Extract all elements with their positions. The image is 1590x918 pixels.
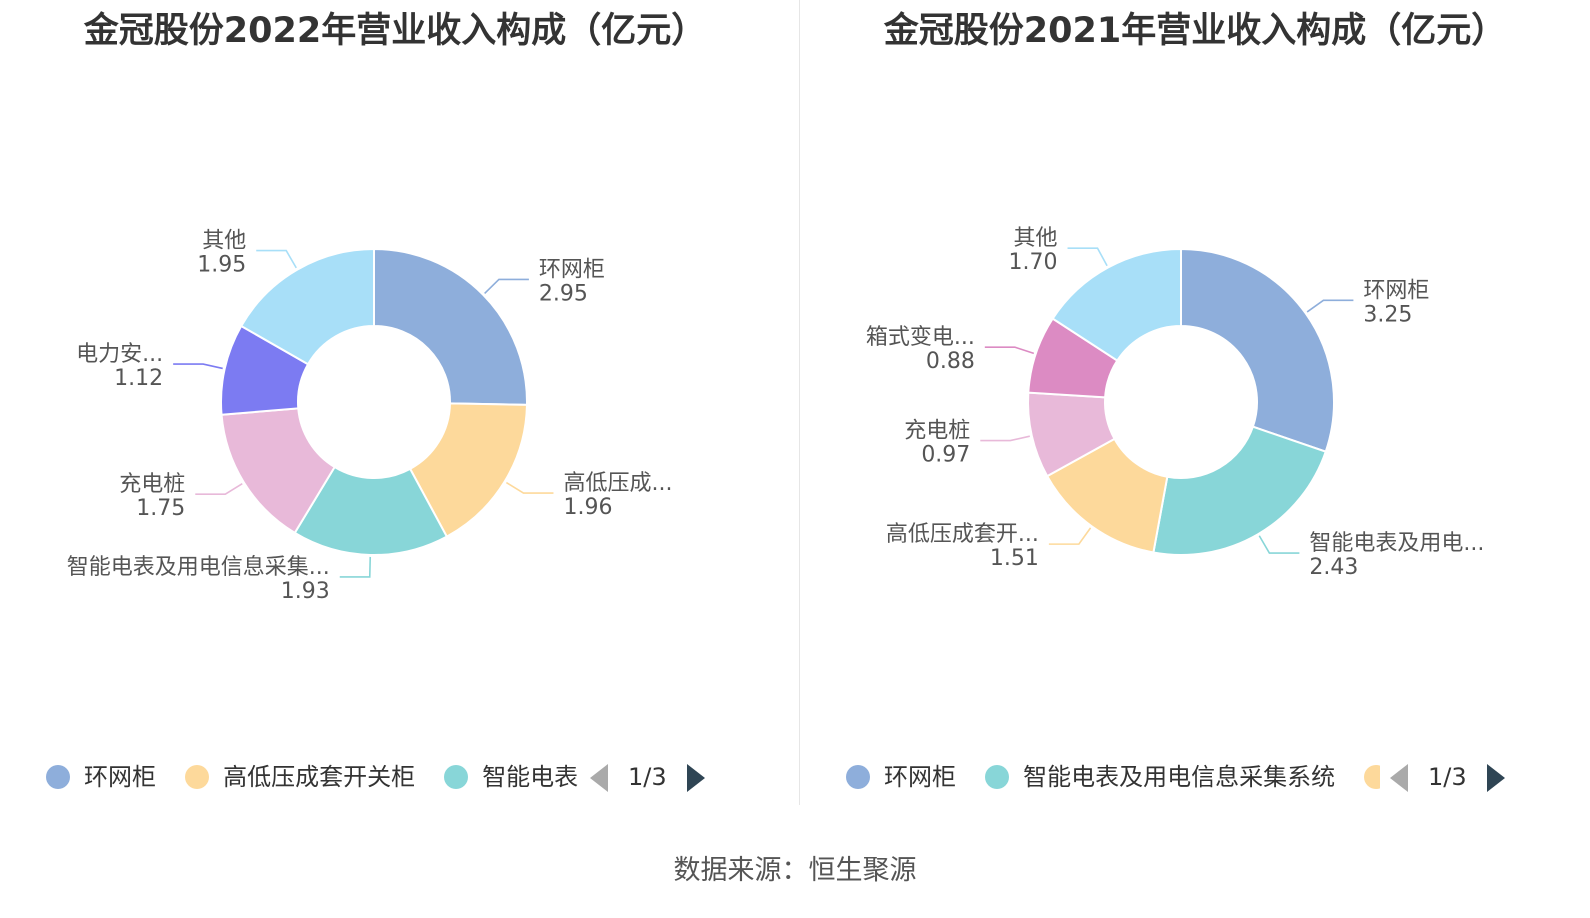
- slice-label: 其他: [1014, 226, 1058, 251]
- slice-value-label: 1.75: [136, 496, 185, 521]
- legend-dot-icon: [846, 765, 870, 789]
- slice-value-label: 1.93: [281, 579, 330, 604]
- legend-items: 环网柜 智能电表及用电信息采集系统: [840, 760, 1380, 794]
- legend-dot-icon: [444, 765, 469, 789]
- pie-slice[interactable]: [1152, 425, 1327, 556]
- leader-line: [195, 483, 243, 496]
- legend: 环网柜 智能电表及用电信息采集系统 1/3: [840, 760, 1590, 794]
- leader-line: [1306, 299, 1354, 313]
- leader-line: [484, 278, 529, 295]
- legend-dot-icon: [46, 765, 70, 789]
- legend-dot-icon: [985, 765, 1010, 789]
- slice-value-label: 0.97: [921, 443, 970, 468]
- pie-slice[interactable]: [373, 247, 528, 406]
- leader-line: [1067, 247, 1108, 267]
- slice-value-label: 2.43: [1309, 555, 1358, 580]
- chart-panel-2021: 金冠股份2021年营业收入构成（亿元） 环网柜 3.25 智能电表及用电... 2.4…: [800, 0, 1590, 800]
- slice-label: 其他: [202, 229, 246, 254]
- leader-line: [173, 363, 223, 370]
- slice-value-label: 1.51: [990, 546, 1039, 571]
- slice-label: 环网柜: [1363, 278, 1429, 303]
- legend-label: 环网柜: [84, 763, 156, 791]
- slice-value-label: 0.88: [926, 349, 975, 374]
- pie-slice[interactable]: [239, 247, 375, 366]
- legend-dot-icon: [185, 765, 210, 789]
- next-page-icon[interactable]: [1486, 764, 1505, 792]
- legend-item[interactable]: 环网柜: [40, 760, 156, 794]
- page-indicator: 1/3: [1428, 763, 1467, 791]
- legend-items: 环网柜 高低压成套开关柜 智能电表: [40, 760, 580, 794]
- leader-line: [1258, 535, 1300, 554]
- donut-chart-2022: 环网柜2.95高低压成...1.96智能电表及用电信息采集...1.93充电桩1…: [67, 229, 673, 604]
- legend-pager: 1/3: [1390, 760, 1505, 794]
- pie-slice[interactable]: [1051, 247, 1182, 362]
- leader-line: [1048, 527, 1092, 545]
- slice-value-label: 1.12: [114, 366, 163, 391]
- next-page-icon[interactable]: [686, 764, 705, 792]
- chart-title: 金冠股份2021年营业收入构成（亿元）: [883, 11, 1507, 51]
- legend-label: 智能电表及用电信息采集系统: [1023, 763, 1336, 791]
- pie-slice[interactable]: [1180, 247, 1335, 453]
- slice-label: 高低压成套开...: [886, 522, 1039, 547]
- legend-dot-icon: [1364, 765, 1380, 789]
- slice-label: 智能电表及用电...: [1309, 531, 1484, 556]
- legend-item[interactable]: 智能电表: [438, 760, 578, 794]
- legend-label: 高低压成套开关柜: [223, 763, 416, 791]
- leader-line: [505, 481, 554, 494]
- slice-label: 箱式变电...: [866, 325, 975, 350]
- slice-label: 环网柜: [539, 257, 605, 282]
- chart-panel-2022: 金冠股份2022年营业收入构成（亿元） 环网柜 2.95 高低压成... 1.96 智能…: [0, 0, 790, 800]
- legend-item[interactable]: [1358, 760, 1380, 794]
- leader-line: [984, 346, 1035, 355]
- slice-value-label: 1.95: [197, 253, 246, 278]
- slice-label: 电力安...: [76, 342, 163, 367]
- legend-pager: 1/3: [590, 760, 705, 794]
- leader-line: [256, 249, 297, 269]
- page-indicator: 1/3: [628, 763, 667, 791]
- leader-line: [339, 556, 372, 578]
- prev-page-icon[interactable]: [590, 764, 608, 792]
- slice-label: 充电桩: [119, 472, 185, 497]
- legend-label: 环网柜: [884, 763, 956, 791]
- legend: 环网柜 高低压成套开关柜 智能电表 1/3: [40, 760, 790, 794]
- slice-value-label: 1.96: [563, 495, 612, 520]
- slice-label: 智能电表及用电信息采集...: [67, 555, 330, 580]
- legend-item[interactable]: 智能电表及用电信息采集系统: [979, 760, 1335, 794]
- data-source-note: 数据来源：恒生聚源: [673, 855, 917, 886]
- legend-label: 智能电表: [482, 763, 579, 791]
- slice-label: 高低压成...: [563, 471, 672, 496]
- prev-page-icon[interactable]: [1390, 764, 1408, 792]
- legend-item[interactable]: 环网柜: [840, 760, 956, 794]
- panel-divider: [799, 0, 800, 805]
- slice-value-label: 2.95: [539, 281, 588, 306]
- legend-item[interactable]: 高低压成套开关柜: [179, 760, 415, 794]
- leader-line: [980, 435, 1030, 442]
- slice-value-label: 3.25: [1363, 302, 1412, 327]
- pie-slice[interactable]: [293, 465, 449, 556]
- slice-label: 充电桩: [904, 419, 970, 444]
- slice-value-label: 1.70: [1009, 250, 1058, 275]
- chart-title: 金冠股份2022年营业收入构成（亿元）: [83, 11, 707, 51]
